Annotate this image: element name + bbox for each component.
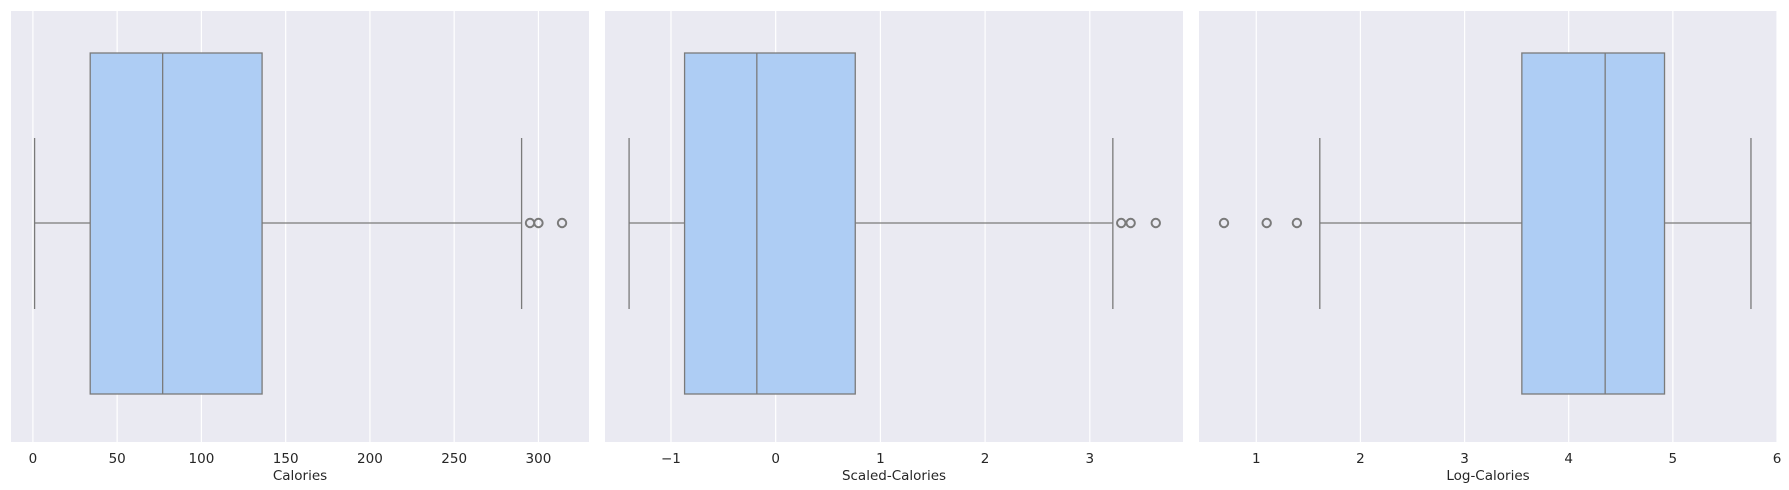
- x-tick-label: −1: [661, 451, 681, 467]
- outlier-point: [1261, 217, 1272, 229]
- interquartile-box: [683, 52, 856, 395]
- x-axis-label: Calories: [273, 468, 327, 484]
- x-tick-label: 300: [526, 451, 552, 467]
- boxplot-panel-scaled-calories: −1 0 1 2 3 Scaled-Calories: [605, 11, 1183, 484]
- outlier-point: [1125, 217, 1136, 229]
- x-tick-label: 0: [29, 451, 38, 467]
- x-tick-label: 5: [1669, 451, 1678, 467]
- outlier-point: [1150, 217, 1161, 229]
- outlier-point: [556, 217, 568, 229]
- outlier-point: [1291, 217, 1303, 229]
- interquartile-box: [89, 52, 263, 395]
- outlier-point: [1218, 217, 1230, 229]
- x-tick-label: 2: [1356, 451, 1365, 467]
- x-tick-label: 2: [981, 451, 990, 467]
- x-tick-label: 250: [441, 451, 467, 467]
- x-tick-label: 3: [1086, 451, 1095, 467]
- x-tick-label: 50: [109, 451, 126, 467]
- x-tick-label: 100: [189, 451, 215, 467]
- x-tick-label: 200: [357, 451, 383, 467]
- x-tick-label: 4: [1564, 451, 1573, 467]
- x-tick-label: 1: [876, 451, 885, 467]
- interquartile-box: [1521, 52, 1666, 395]
- x-tick-label: 3: [1460, 451, 1469, 467]
- outlier-point: [1116, 217, 1127, 229]
- x-tick-label: 1: [1252, 451, 1261, 467]
- x-tick-label: 6: [1773, 451, 1782, 467]
- boxplot-panel-calories: 0 50 100 150 200 250 300 Calories: [11, 11, 589, 484]
- plot-area: [1199, 11, 1777, 442]
- x-axis-label: Scaled-Calories: [842, 468, 946, 484]
- outlier-point: [533, 217, 544, 229]
- x-axis-label: Log-Calories: [1446, 468, 1529, 484]
- boxplot-panel-log-calories: 1 2 3 4 5 6 Log-Calories: [1199, 11, 1781, 484]
- x-tick-label: 0: [771, 451, 780, 467]
- x-tick-label: 150: [273, 451, 299, 467]
